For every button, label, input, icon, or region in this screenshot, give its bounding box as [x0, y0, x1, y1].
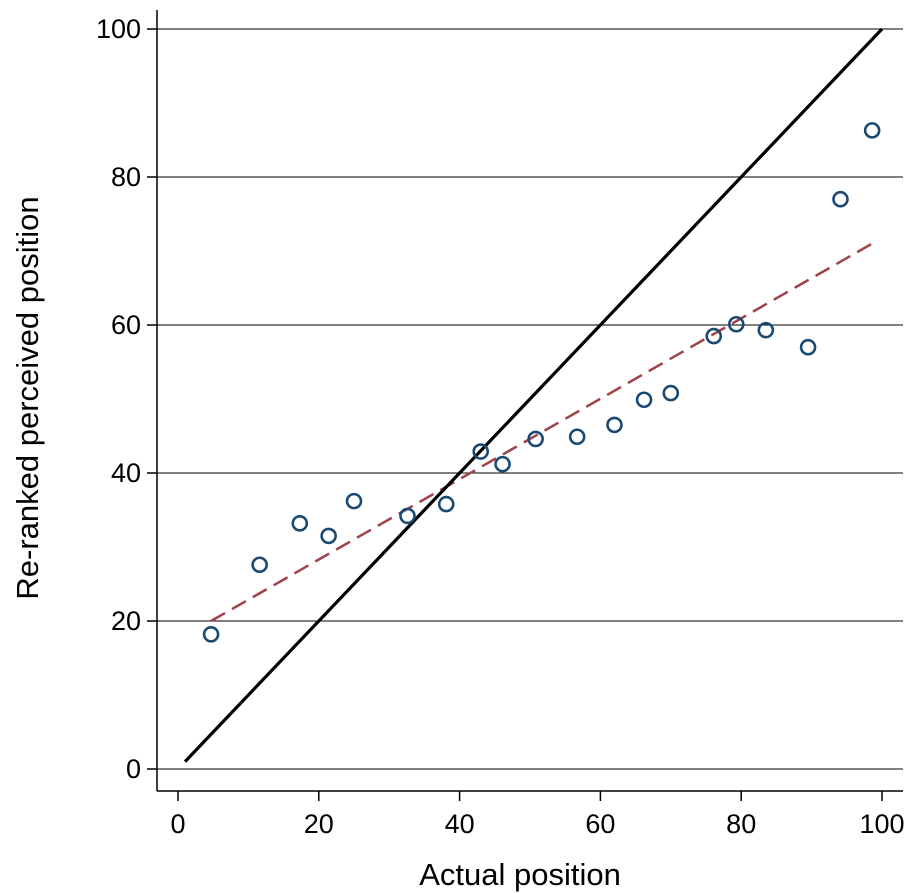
data-point: [606, 416, 623, 434]
data-point: [705, 327, 723, 345]
data-point: [757, 321, 775, 339]
reference-line: [183, 27, 884, 763]
data-point: [472, 443, 490, 460]
tick-labels: 0 20 40 60 80 100 0 20 40 60 80 100: [96, 14, 905, 839]
y-axis-title: Re-ranked perceived position: [10, 196, 45, 599]
data-point: [345, 492, 363, 510]
data-point: [320, 527, 337, 545]
data-point: [399, 507, 416, 525]
axes: [156, 10, 903, 792]
x-tick-label: 0: [170, 809, 185, 839]
gridlines: [157, 28, 903, 770]
y-tick-label: 20: [111, 606, 141, 636]
data-point: [291, 515, 309, 532]
data-point: [494, 455, 511, 473]
y-tick-label: 80: [111, 162, 141, 192]
x-tick-label: 40: [445, 809, 475, 839]
data-point: [662, 384, 680, 402]
data-point: [863, 122, 881, 139]
series-lines: [183, 27, 884, 763]
y-tick-label: 60: [111, 310, 141, 340]
data-point: [527, 430, 544, 448]
data-point: [799, 338, 817, 356]
x-axis-title: Actual position: [419, 857, 621, 892]
data-point: [727, 315, 745, 333]
y-tick-label: 40: [111, 458, 141, 488]
data-point: [832, 190, 849, 208]
x-tick-label: 60: [585, 809, 615, 839]
data-points: [202, 122, 881, 643]
x-tick-label: 20: [304, 809, 334, 839]
data-point: [251, 556, 268, 574]
data-point: [635, 391, 653, 409]
y-tick-label: 0: [126, 754, 141, 784]
fit-line: [210, 242, 873, 623]
data-point: [202, 626, 220, 643]
y-tick-label: 100: [96, 14, 141, 44]
data-point: [568, 428, 586, 446]
x-tick-label: 80: [726, 809, 756, 839]
data-point: [437, 495, 455, 513]
x-tick-label: 100: [859, 809, 904, 839]
